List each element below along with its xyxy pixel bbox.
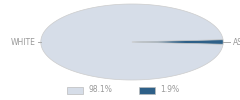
Text: WHITE: WHITE <box>11 38 36 46</box>
Polygon shape <box>132 40 223 44</box>
Text: 1.9%: 1.9% <box>160 86 179 94</box>
FancyBboxPatch shape <box>67 86 84 94</box>
Text: ASIAN: ASIAN <box>233 38 240 46</box>
Text: 98.1%: 98.1% <box>88 86 112 94</box>
FancyBboxPatch shape <box>139 86 155 94</box>
Polygon shape <box>41 4 223 80</box>
